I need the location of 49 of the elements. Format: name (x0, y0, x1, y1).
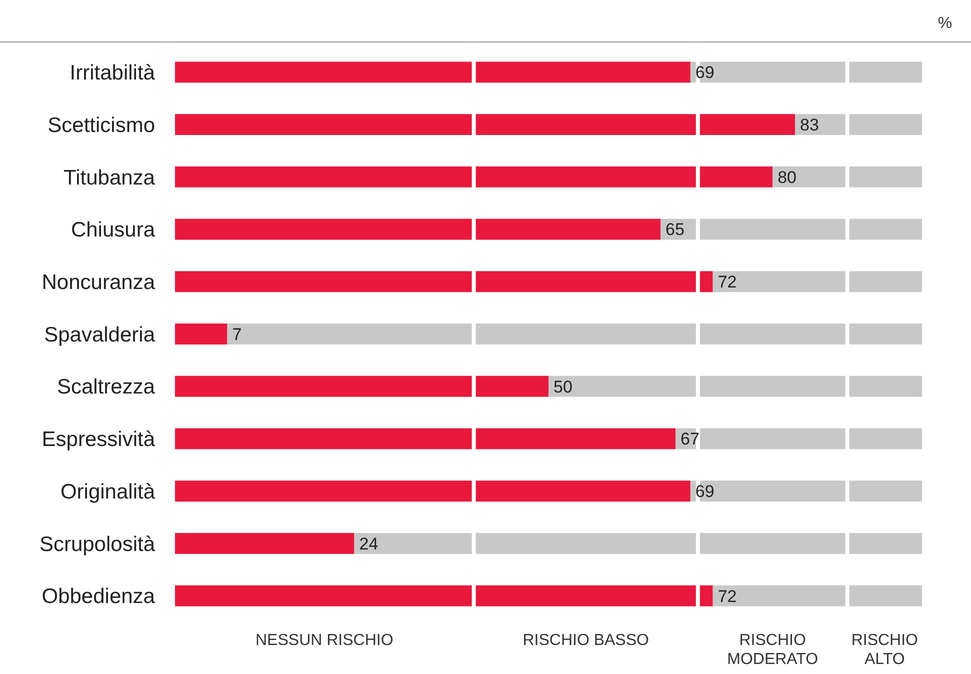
bar (175, 428, 676, 450)
y-tick-label: Titubanza (64, 166, 156, 190)
data-label: 67 (680, 430, 700, 449)
y-tick-label: Spavalderia (44, 323, 156, 346)
bar (712, 271, 922, 292)
y-tick-label: Originalità (60, 480, 156, 504)
y-tick-label: Obbedienza (42, 585, 156, 608)
data-label: 69 (695, 482, 714, 502)
text: RISCHIO MODERATO (727, 632, 818, 668)
bar (712, 585, 922, 606)
bar (175, 480, 690, 502)
y-tick-label: Scrupolosità (39, 532, 156, 556)
bar (175, 585, 713, 606)
text: NESSUN RISCHIO (256, 632, 394, 649)
bar (175, 218, 661, 240)
bar (175, 114, 796, 136)
y-tick-label: Noncuranza (42, 270, 156, 294)
y-tick-label: Scetticismo (48, 114, 155, 137)
bar (548, 376, 922, 397)
data-label: 80 (778, 168, 797, 187)
data-label: 24 (359, 534, 378, 554)
y-tick-label: Espressività (42, 428, 156, 452)
bar (175, 271, 713, 292)
bar (175, 532, 354, 554)
bar (795, 114, 922, 136)
text: RISCHIO BASSO (522, 632, 649, 649)
data-label: 69 (695, 63, 714, 82)
bar (354, 532, 922, 554)
data-label: 72 (718, 272, 737, 292)
data-label: 50 (554, 377, 572, 396)
y-tick-label: Irritabilità (70, 62, 156, 85)
data-label: 83 (800, 115, 819, 134)
data-label: 65 (666, 220, 684, 240)
data-label: 72 (718, 586, 737, 606)
bar (227, 324, 922, 344)
bar (660, 218, 922, 240)
bar (175, 324, 228, 344)
bar (175, 376, 548, 397)
bar (175, 166, 773, 188)
bar (690, 480, 922, 502)
text: RISCHIO ALTO (851, 632, 918, 668)
bar (675, 428, 922, 450)
text: % (938, 15, 952, 32)
data-label: 7 (232, 324, 242, 344)
bar (175, 62, 690, 83)
bar (690, 62, 922, 83)
bar (772, 166, 922, 188)
y-tick-label: Scaltrezza (56, 376, 156, 399)
y-tick-label: Chiusura (70, 218, 156, 242)
